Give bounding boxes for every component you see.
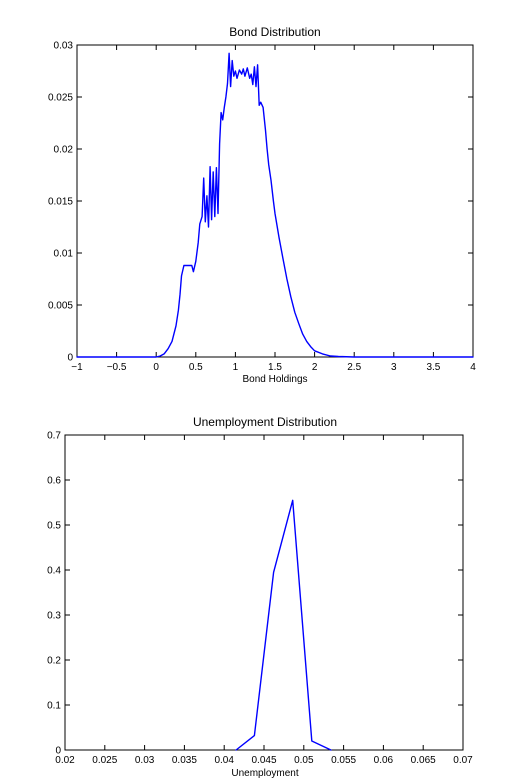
y-tick-label: 0 <box>67 353 73 364</box>
x-tick-label: 0.07 <box>453 755 473 766</box>
chart-title: Bond Distribution <box>229 25 320 39</box>
y-tick-label: 0.02 <box>54 145 74 156</box>
x-tick-label: −1 <box>71 362 83 373</box>
x-axis-label: Bond Holdings <box>242 374 307 385</box>
series-line <box>76 52 474 358</box>
x-tick-label: 3.5 <box>426 362 440 373</box>
y-ticks: 0 0.005 0.01 0.015 0.02 0.025 0.03 <box>48 41 473 364</box>
y-tick-label: 0.1 <box>47 701 61 712</box>
unemployment-distribution-panel: Unemployment Distribution 0.02 0.025 0.03 0… <box>47 415 473 779</box>
x-tick-label: 0.04 <box>214 755 234 766</box>
x-tick-label: 0.5 <box>189 362 203 373</box>
y-tick-label: 0.025 <box>48 93 73 104</box>
x-tick-label: 4 <box>470 362 476 373</box>
x-tick-label: 1 <box>233 362 239 373</box>
x-tick-label: 0.055 <box>331 755 356 766</box>
y-tick-label: 0.03 <box>54 41 74 52</box>
y-tick-label: 0.7 <box>47 431 61 442</box>
y-tick-label: 0.01 <box>54 249 74 260</box>
x-tick-label: −0.5 <box>107 362 127 373</box>
y-tick-label: 0.015 <box>48 197 73 208</box>
y-ticks: 0 0.1 0.2 0.3 0.4 0.5 0.6 0.7 <box>47 431 463 757</box>
y-tick-label: 0.4 <box>47 566 61 577</box>
x-tick-label: 3 <box>391 362 397 373</box>
x-tick-label: 0.045 <box>251 755 276 766</box>
x-tick-label: 2 <box>312 362 318 373</box>
x-tick-label: 0.025 <box>92 755 117 766</box>
x-tick-label: 0.06 <box>374 755 394 766</box>
y-tick-label: 0.3 <box>47 611 61 622</box>
x-tick-label: 1.5 <box>268 362 282 373</box>
x-tick-label: 0.02 <box>55 755 75 766</box>
x-tick-label: 0.065 <box>411 755 436 766</box>
chart-title: Unemployment Distribution <box>193 415 337 429</box>
x-ticks: 0.02 0.025 0.03 0.035 0.04 0.045 0.05 0.055 0.06… <box>55 435 473 766</box>
y-tick-label: 0.5 <box>47 521 61 532</box>
x-tick-label: 0.05 <box>294 755 314 766</box>
series-line <box>235 499 332 751</box>
x-axis-label: Unemployment <box>231 768 298 779</box>
y-tick-label: 0.6 <box>47 476 61 487</box>
y-tick-label: 0.2 <box>47 656 61 667</box>
x-ticks: −1 −0.5 0 0.5 1 1.5 2 2.5 3 3.5 4 <box>71 45 476 373</box>
x-tick-label: 2.5 <box>347 362 361 373</box>
x-tick-label: 0.03 <box>135 755 155 766</box>
x-tick-label: 0 <box>153 362 159 373</box>
bond-distribution-panel: Bond Distribution −1 −0.5 0 0.5 1 1.5 2 2.5 3 3.5… <box>48 25 476 385</box>
y-tick-label: 0 <box>55 746 61 757</box>
x-tick-label: 0.035 <box>172 755 197 766</box>
y-tick-label: 0.005 <box>48 301 73 312</box>
